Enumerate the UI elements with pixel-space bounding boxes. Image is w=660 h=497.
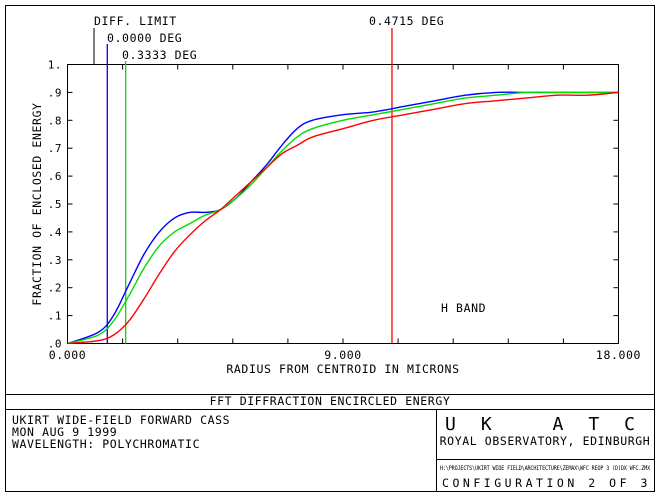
logo-text: UK ATC	[445, 414, 645, 435]
y-tick-label: .8	[48, 114, 62, 127]
y-tick-label: .2	[48, 282, 62, 295]
footer-title: FFT DIFFRACTION ENCIRCLED ENERGY	[210, 394, 451, 408]
footer-info-line-2: MON AUG 9 1999	[12, 425, 117, 439]
footer-info-line-3: WAVELENGTH: POLYCHROMATIC	[12, 437, 200, 451]
x-tick-label: 9.000	[324, 348, 362, 362]
footer-info-line-1: UKIRT WIDE-FIELD FORWARD CASS	[12, 413, 230, 427]
file-path: H:\PROJECTS\UKIRT WIDE FIELD\ARCHITECTUR…	[440, 464, 650, 472]
y-tick-label: .6	[48, 170, 62, 183]
series-line-0-0000-deg	[67, 91, 619, 345]
marker-label-0-3333-deg: 0.3333 DEG	[122, 48, 197, 62]
marker-label-0-4715-deg: 0.4715 DEG	[369, 14, 444, 28]
series-line-0-4715-deg	[67, 91, 619, 345]
field-markers: DIFF. LIMIT 0.0000 DEG 0.3333 DEG 0.4715…	[93, 14, 444, 344]
y-tick-label: .0	[48, 338, 62, 351]
y-tick-label: .1	[48, 310, 62, 323]
y-tick-label: .5	[48, 198, 62, 211]
x-tick-label: 0.000	[49, 348, 87, 362]
y-tick-label: .3	[48, 254, 62, 267]
organization-name: ROYAL OBSERVATORY, EDINBURGH	[440, 434, 651, 448]
axis-ticks	[67, 64, 619, 344]
series-lines	[67, 91, 619, 345]
y-tick-label: .4	[48, 226, 62, 239]
x-tick-label: 18.000	[596, 348, 641, 362]
plot-area	[67, 64, 619, 344]
marker-label-0-0000-deg: 0.0000 DEG	[107, 31, 182, 45]
marker-label-diff-limit: DIFF. LIMIT	[94, 14, 177, 28]
configuration-label: CONFIGURATION 2 OF 3	[442, 476, 648, 490]
series-line-0-3333-deg	[67, 91, 619, 345]
outer-frame	[5, 5, 655, 492]
y-axis-label: FRACTION OF ENCLOSED ENERGY	[30, 102, 44, 305]
y-tick-label: .9	[48, 86, 62, 99]
x-axis-label: RADIUS FROM CENTROID IN MICRONS	[226, 362, 459, 376]
y-tick-labels: .0 .1 .2 .3 .4 .5 .6 .7 .8 .9 1.	[48, 59, 62, 351]
y-tick-label: 1.	[48, 59, 62, 72]
x-tick-labels: 0.000 9.000 18.000	[49, 348, 641, 362]
y-tick-label: .7	[48, 142, 62, 155]
band-annotation: H BAND	[441, 301, 486, 315]
